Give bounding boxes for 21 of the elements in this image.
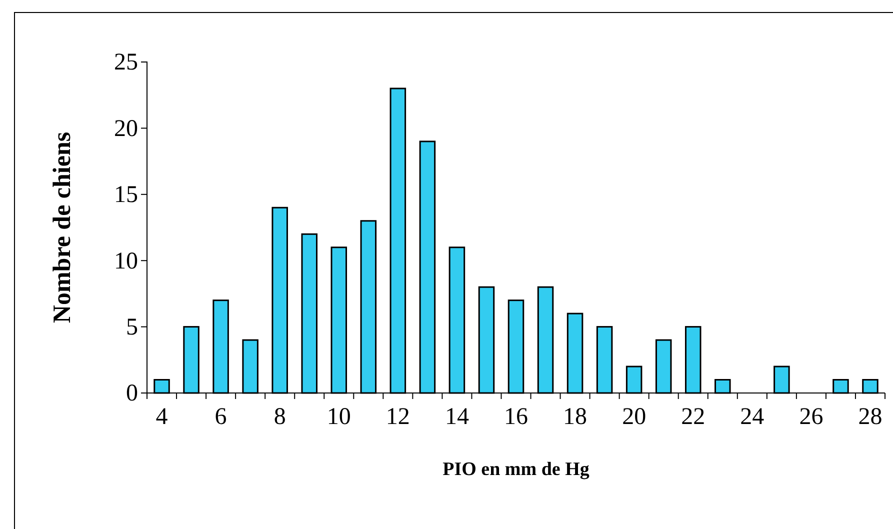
x-tick-label: 24 bbox=[740, 404, 764, 430]
x-tick-label: 12 bbox=[386, 404, 410, 430]
x-tick-label: 10 bbox=[326, 404, 351, 430]
y-tick-label: 15 bbox=[114, 182, 138, 208]
y-tick-label: 0 bbox=[126, 380, 138, 407]
x-tick-label: 4 bbox=[156, 404, 168, 430]
x-tick-label: 28 bbox=[858, 404, 882, 430]
x-tick-label: 18 bbox=[563, 404, 588, 430]
x-axis-title: PIO en mm de Hg bbox=[442, 459, 590, 480]
x-tick-label: 26 bbox=[799, 404, 824, 430]
y-axis-title: Nombre de chiens bbox=[49, 132, 76, 324]
x-tick-label: 20 bbox=[622, 404, 646, 430]
y-tick-label: 20 bbox=[114, 116, 138, 142]
x-tick-label: 14 bbox=[444, 404, 469, 430]
x-tick-label: 16 bbox=[504, 404, 528, 430]
y-tick-label: 10 bbox=[114, 248, 138, 274]
x-tick-label: 6 bbox=[214, 404, 227, 430]
x-tick-label: 8 bbox=[274, 404, 286, 430]
x-tick-label: 22 bbox=[681, 404, 706, 430]
y-tick-label: 25 bbox=[114, 50, 138, 76]
y-tick-label: 5 bbox=[126, 314, 138, 340]
